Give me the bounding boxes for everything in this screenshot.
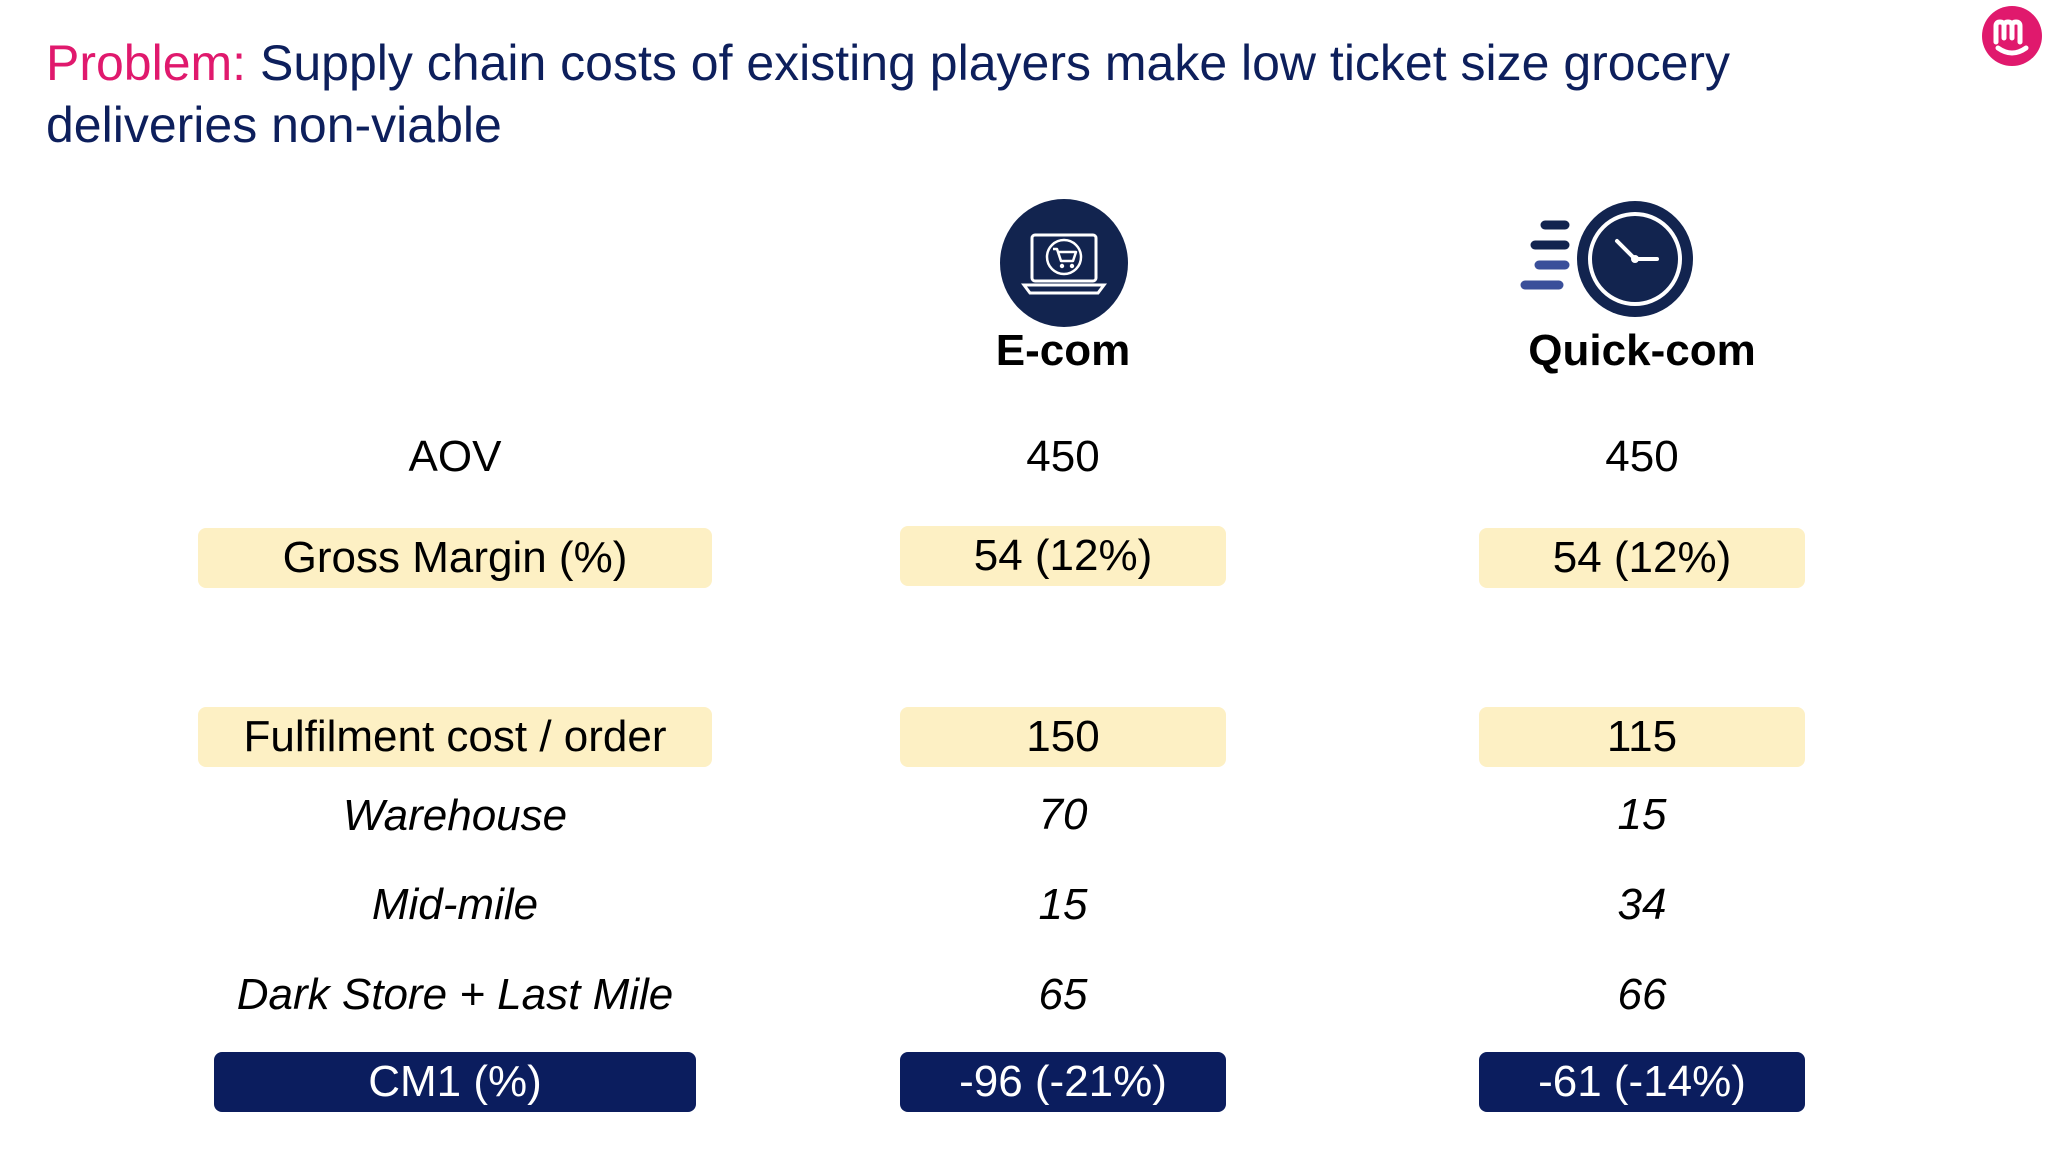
brand-logo-icon (1982, 6, 2042, 66)
quickcom-fulfilment-value: 115 (1479, 707, 1805, 767)
row-label-last-mile: Dark Store + Last Mile (236, 970, 674, 1019)
ecom-aov-value: 450 (1026, 432, 1100, 481)
row-label-cm1: CM1 (%) (214, 1052, 696, 1112)
quickcom-cm1-value: -61 (-14%) (1479, 1052, 1805, 1112)
quickcom-gross-margin-value: 54 (12%) (1479, 528, 1805, 588)
row-label-aov: AOV (408, 432, 502, 481)
row-label-fulfilment-cost: Fulfilment cost / order (198, 707, 712, 767)
ecom-cm1-value: -96 (-21%) (900, 1052, 1226, 1112)
fast-clock-icon (1520, 201, 1693, 317)
column-header-quickcom: Quick-com (1528, 326, 1756, 375)
title-text: Supply chain costs of existing players m… (46, 35, 1731, 153)
row-label-mid-mile: Mid-mile (371, 880, 539, 929)
ecom-mid-mile-value: 15 (1038, 880, 1088, 929)
quickcom-aov-value: 450 (1605, 432, 1679, 481)
ecom-gross-margin-value: 54 (12%) (900, 526, 1226, 586)
title-prefix: Problem: (46, 35, 247, 91)
ecom-last-mile-value: 65 (1038, 970, 1088, 1019)
quickcom-last-mile-value: 66 (1617, 970, 1667, 1019)
row-label-gross-margin: Gross Margin (%) (198, 528, 712, 588)
page-title: Problem: Supply chain costs of existing … (46, 32, 1846, 156)
column-header-ecom: E-com (995, 326, 1131, 375)
quickcom-mid-mile-value: 34 (1617, 880, 1667, 929)
row-label-warehouse: Warehouse (342, 791, 568, 840)
ecom-fulfilment-value: 150 (900, 707, 1226, 767)
quickcom-warehouse-value: 15 (1617, 790, 1667, 839)
ecom-warehouse-value: 70 (1038, 790, 1088, 839)
laptop-cart-icon (1000, 199, 1128, 327)
